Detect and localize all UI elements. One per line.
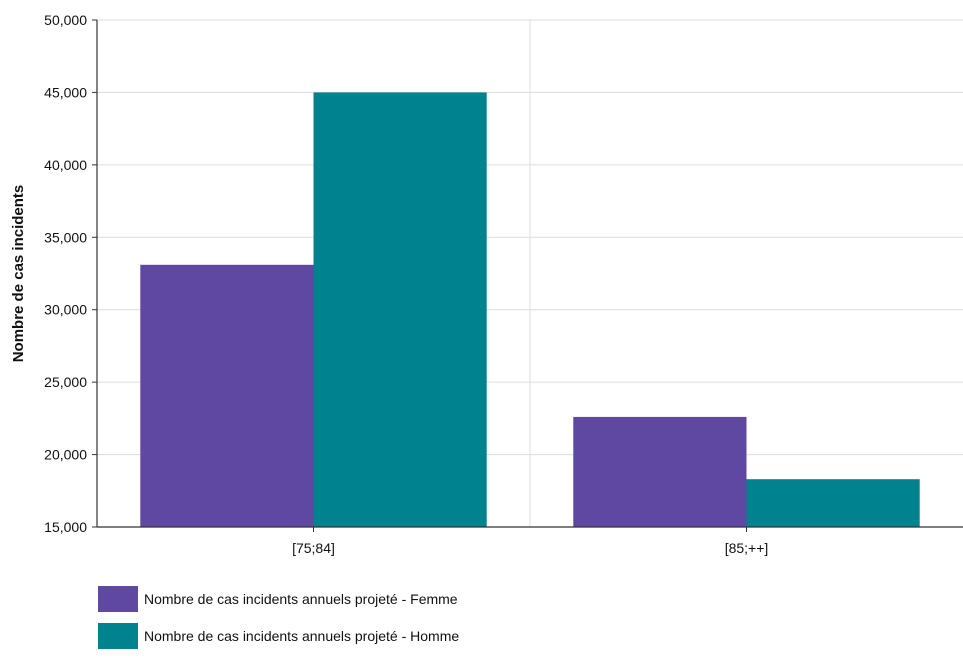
- legend-swatch-femme: [98, 586, 138, 612]
- y-tick-label-4: 35,000: [44, 229, 87, 245]
- legend-item-homme: Nombre de cas incidents annuels projeté …: [98, 623, 459, 649]
- legend-label-homme: Nombre de cas incidents annuels projeté …: [144, 628, 460, 644]
- bar-homme-0: [313, 92, 487, 527]
- y-tick-label-3: 30,000: [44, 302, 87, 318]
- x-tick-label-0: [75;84]: [292, 540, 335, 556]
- y-tick-label-0: 15,000: [44, 519, 87, 535]
- y-tick-label-5: 40,000: [44, 157, 87, 173]
- y-axis-title: Nombre de cas incidents: [10, 185, 27, 363]
- x-tick-label-1: [85;++]: [725, 540, 769, 556]
- y-tick-label-2: 25,000: [44, 374, 87, 390]
- legend-swatch-homme: [98, 623, 138, 649]
- y-tick-label-1: 20,000: [44, 447, 87, 463]
- legend: Nombre de cas incidents annuels projeté …: [98, 586, 459, 660]
- legend-item-femme: Nombre de cas incidents annuels projeté …: [98, 586, 459, 612]
- y-tick-label-7: 50,000: [44, 12, 87, 28]
- bar-femme-0: [140, 264, 314, 527]
- bar-femme-1: [573, 416, 747, 527]
- bar-homme-1: [746, 479, 920, 527]
- y-tick-label-6: 45,000: [44, 84, 87, 100]
- legend-label-femme: Nombre de cas incidents annuels projeté …: [144, 591, 458, 607]
